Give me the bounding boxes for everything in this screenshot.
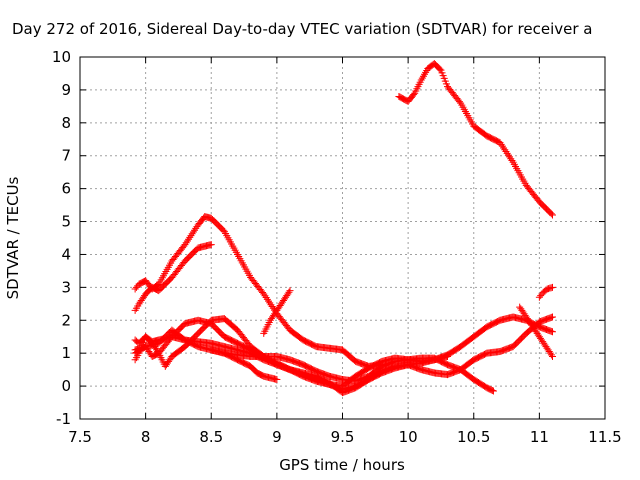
data-point	[497, 140, 505, 148]
y-axis-label: SDTVAR / TECUs	[4, 176, 22, 299]
data-point	[501, 146, 509, 154]
data-point	[266, 299, 274, 307]
series-sat-a	[395, 60, 556, 219]
data-point	[207, 241, 215, 249]
y-tick-label: 8	[61, 114, 71, 132]
series-sat-d	[260, 287, 294, 337]
data-point	[183, 237, 191, 245]
data-point	[187, 232, 195, 240]
data-point	[285, 288, 293, 296]
data-point	[267, 301, 275, 309]
data-point	[489, 387, 497, 395]
series-sat-k	[535, 283, 556, 301]
data-point	[507, 155, 515, 163]
data-point	[410, 91, 418, 99]
data-point	[268, 303, 276, 311]
y-tick-label: 6	[61, 180, 71, 198]
data-point	[261, 292, 269, 300]
x-tick-label: 7.5	[68, 428, 92, 446]
data-point	[549, 313, 556, 321]
data-point	[188, 230, 196, 238]
x-tick-label: 10.5	[457, 428, 490, 446]
data-point	[455, 98, 463, 106]
y-tick-label: 2	[61, 311, 71, 329]
y-tick-label: 7	[61, 147, 71, 165]
y-tick-label: 4	[61, 245, 71, 263]
x-tick-label: 10	[399, 428, 418, 446]
y-tick-label: 3	[61, 278, 71, 296]
series-sat-j	[516, 303, 556, 360]
data-point	[498, 142, 506, 150]
data-point	[185, 235, 193, 243]
data-point	[273, 376, 281, 384]
x-tick-label: 9.5	[331, 428, 355, 446]
x-tick-label: 11.5	[588, 428, 621, 446]
data-point	[502, 148, 510, 156]
y-tick-label: 0	[61, 377, 71, 395]
data-point	[192, 224, 200, 232]
data-point	[286, 287, 294, 295]
series-sat-h	[131, 326, 497, 395]
x-tick-label: 11	[530, 428, 549, 446]
data-point	[547, 351, 555, 359]
data-point	[436, 65, 444, 73]
x-tick-label: 9	[272, 428, 282, 446]
series-sat-c	[131, 241, 215, 314]
y-tick-label: 5	[61, 213, 71, 231]
x-axis-label: GPS time / hours	[279, 456, 405, 474]
data-point	[154, 348, 162, 356]
tick-layer: 7.5 8 8.5 9 9.5 10 10.5 11 11.5 -1 0 1 2 3 4 5 6 7 8 9 10	[52, 48, 622, 446]
data-point	[488, 386, 496, 394]
y-tick-label: 10	[52, 48, 71, 66]
points-layer	[131, 60, 556, 397]
grid-layer	[80, 57, 605, 419]
data-point	[262, 294, 270, 302]
chart-title: Day 272 of 2016, Sidereal Day-to-day VTE…	[12, 20, 593, 38]
data-point	[191, 226, 199, 234]
data-point	[547, 210, 555, 218]
data-point	[506, 153, 514, 161]
data-point	[508, 157, 516, 165]
data-point	[181, 241, 189, 249]
data-point	[263, 295, 271, 303]
data-point	[549, 283, 556, 291]
y-tick-label: 1	[61, 344, 71, 362]
data-point	[189, 228, 197, 236]
data-point	[549, 211, 556, 219]
data-point	[549, 328, 556, 336]
x-tick-label: 8.5	[199, 428, 223, 446]
data-point	[504, 151, 512, 159]
data-point	[496, 139, 504, 147]
data-point	[265, 297, 273, 305]
series-sat-i	[207, 346, 281, 384]
data-point	[182, 239, 190, 247]
data-point	[549, 352, 556, 360]
series-sat-b	[131, 213, 386, 370]
y-tick-label: -1	[56, 410, 71, 428]
x-tick-label: 8	[141, 428, 151, 446]
data-point	[260, 290, 268, 298]
data-point	[503, 149, 511, 157]
data-point	[186, 233, 194, 241]
y-tick-label: 9	[61, 81, 71, 99]
data-point	[500, 144, 508, 152]
